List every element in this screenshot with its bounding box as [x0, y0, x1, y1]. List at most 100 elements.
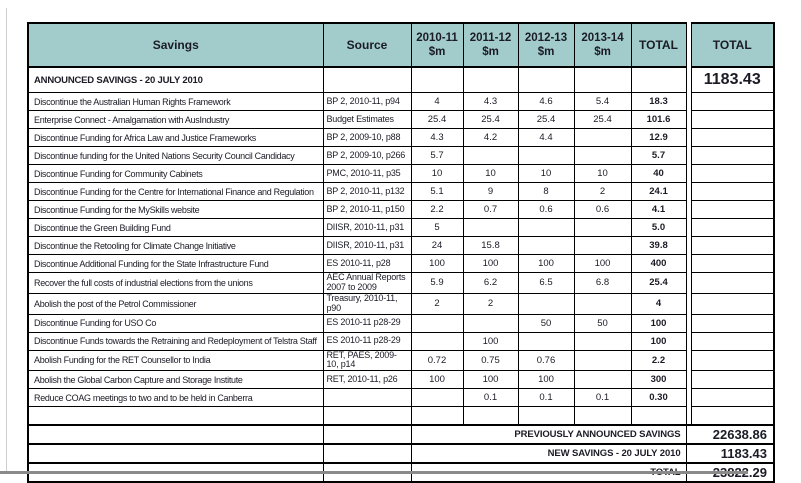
column-gap	[686, 314, 691, 333]
grand-total-cell	[690, 292, 775, 315]
year4-cell	[573, 370, 632, 390]
year2-cell: 0.7	[462, 200, 519, 219]
table-row: Discontinue Funding for Community Cabine…	[27, 164, 775, 183]
year2-cell: 6.2	[462, 272, 519, 294]
savings-cell: Discontinue Funding for Africa Law and J…	[27, 128, 324, 147]
year1-cell: 5.1	[410, 182, 464, 201]
column-gap	[686, 23, 691, 67]
year-label: 2011-12	[469, 31, 512, 44]
year3-cell	[517, 292, 575, 315]
savings-cell: Recover the full costs of industrial ele…	[27, 272, 324, 294]
section-title: ANNOUNCED SAVINGS - 20 JULY 2010	[27, 66, 324, 93]
year1-cell: 5.9	[410, 272, 464, 294]
savings-cell: Discontinue Funding for the Centre for I…	[27, 182, 324, 201]
source-cell: BP 2, 2009-10, p88	[322, 128, 412, 147]
page-bottom-edge	[0, 471, 748, 474]
year4-cell: 100	[573, 254, 632, 273]
year2-cell: 4.2	[462, 128, 519, 147]
table-row: Discontinue Funding for the MySkills web…	[27, 200, 775, 219]
savings-table: Savings Source 2010-11 $m 2011-12 $m 201…	[27, 22, 775, 483]
column-gap	[686, 388, 691, 407]
year-unit: $m	[594, 46, 611, 58]
grand-total-cell	[690, 406, 775, 426]
year4-cell: 50	[573, 313, 632, 333]
column-header-2011-12: 2011-12 $m	[462, 22, 519, 68]
year1-cell: 4	[410, 92, 464, 111]
year1-cell: 10	[410, 164, 464, 183]
column-gap	[686, 254, 691, 273]
year1-cell: 24	[410, 236, 464, 255]
year1-cell: 25.4	[410, 110, 464, 129]
year3-cell: 10	[517, 164, 575, 183]
total-cell: 400	[630, 254, 687, 273]
summary-row-previously-announced: PREVIOUSLY ANNOUNCED SAVINGS 22638.86	[27, 424, 775, 446]
total-cell	[630, 406, 687, 426]
year4-cell: 5.4	[573, 92, 632, 111]
table-row: Abolish Funding for the RET Counsellor t…	[27, 349, 775, 372]
grand-total-cell	[690, 200, 775, 219]
year1-cell	[410, 406, 464, 426]
source-cell	[322, 66, 412, 93]
table-row: Discontinue Funds towards the Retraining…	[27, 331, 775, 351]
source-cell: ES 2010-11 p28-29	[322, 331, 412, 351]
savings-cell: Reduce COAG meetings to two and to be he…	[27, 388, 324, 408]
table-row: Discontinue the Australian Human Rights …	[27, 92, 775, 111]
year2-cell: 10	[462, 164, 519, 183]
page-left-edge-line	[6, 8, 7, 471]
savings-cell	[27, 406, 324, 426]
grand-total-cell	[690, 236, 775, 255]
year1-cell: 0.72	[410, 349, 464, 372]
column-gap	[686, 182, 691, 201]
table-row: Reduce COAG meetings to two and to be he…	[27, 388, 775, 408]
year4-cell	[573, 331, 632, 351]
total-cell: 40	[630, 164, 687, 183]
year3-cell	[517, 406, 575, 426]
year1-cell	[410, 66, 464, 93]
year4-cell: 10	[573, 164, 632, 183]
savings-cell: Discontinue Funds towards the Retraining…	[27, 331, 324, 351]
year4-cell: 6.8	[573, 272, 632, 294]
total-cell: 100	[630, 313, 687, 333]
year2-cell	[462, 146, 519, 165]
year1-cell	[410, 313, 464, 333]
empty-source-cell	[322, 424, 412, 446]
year-label: 2012-13	[524, 31, 568, 44]
table-row: Recover the full costs of industrial ele…	[27, 272, 775, 294]
year-unit: $m	[428, 46, 446, 58]
total-cell: 39.8	[630, 236, 687, 255]
year-unit: $m	[537, 46, 555, 58]
grand-total-cell	[690, 146, 775, 165]
grand-total-cell	[690, 182, 775, 201]
savings-cell: Discontinue the Australian Human Rights …	[27, 92, 324, 111]
total-cell: 5.0	[630, 218, 687, 237]
year1-cell: 100	[410, 370, 464, 390]
savings-cell: Discontinue the Retooling for Climate Ch…	[27, 236, 324, 255]
year1-cell	[410, 331, 464, 351]
year1-cell: 5	[410, 218, 464, 237]
column-gap	[686, 164, 691, 183]
total-cell	[630, 66, 687, 93]
table-row: Discontinue funding for the United Natio…	[27, 146, 775, 165]
grand-total-cell	[690, 110, 775, 129]
column-header-total: TOTAL	[630, 22, 687, 68]
year1-cell: 2.2	[410, 200, 464, 219]
total-cell: 2.2	[630, 349, 687, 372]
year2-cell: 0.1	[462, 388, 519, 408]
column-gap	[686, 110, 691, 129]
year2-cell: 4.3	[462, 92, 519, 111]
source-cell: BP 2, 2010-11, p94	[322, 92, 412, 111]
total-cell: 300	[630, 370, 687, 390]
table-row: Discontinue Funding for Africa Law and J…	[27, 128, 775, 147]
year2-cell: 100	[462, 370, 519, 390]
grand-total-cell	[690, 370, 775, 390]
table-row: Enterprise Connect - Amalgamation with A…	[27, 110, 775, 129]
column-header-source: Source	[322, 22, 412, 68]
savings-cell: Discontinue Funding for Community Cabine…	[27, 164, 324, 183]
column-header-2010-11: 2010-11 $m	[410, 22, 464, 68]
table-row: Discontinue the Retooling for Climate Ch…	[27, 236, 775, 255]
source-cell: BP 2, 2010-11, p150	[322, 200, 412, 219]
year2-cell: 25.4	[462, 110, 519, 129]
grand-total-cell	[690, 164, 775, 183]
year2-cell	[462, 218, 519, 237]
year3-cell: 25.4	[517, 110, 575, 129]
